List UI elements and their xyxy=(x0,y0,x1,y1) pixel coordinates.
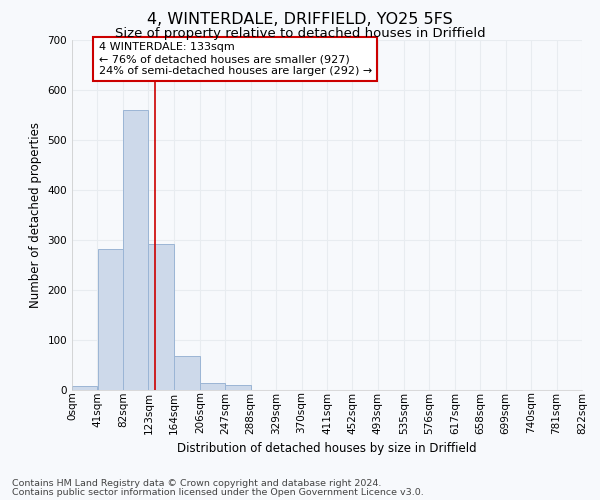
Text: Contains public sector information licensed under the Open Government Licence v3: Contains public sector information licen… xyxy=(12,488,424,497)
Text: Contains HM Land Registry data © Crown copyright and database right 2024.: Contains HM Land Registry data © Crown c… xyxy=(12,479,382,488)
Bar xyxy=(123,110,148,390)
Bar xyxy=(200,383,225,390)
Text: 4, WINTERDALE, DRIFFIELD, YO25 5FS: 4, WINTERDALE, DRIFFIELD, YO25 5FS xyxy=(147,12,453,28)
Text: Size of property relative to detached houses in Driffield: Size of property relative to detached ho… xyxy=(115,28,485,40)
Bar xyxy=(226,385,251,390)
Y-axis label: Number of detached properties: Number of detached properties xyxy=(29,122,42,308)
Text: 4 WINTERDALE: 133sqm
← 76% of detached houses are smaller (927)
24% of semi-deta: 4 WINTERDALE: 133sqm ← 76% of detached h… xyxy=(98,42,372,76)
Bar xyxy=(174,356,200,390)
Bar xyxy=(72,386,97,390)
X-axis label: Distribution of detached houses by size in Driffield: Distribution of detached houses by size … xyxy=(177,442,477,455)
Bar xyxy=(148,244,173,390)
Bar xyxy=(98,248,123,390)
